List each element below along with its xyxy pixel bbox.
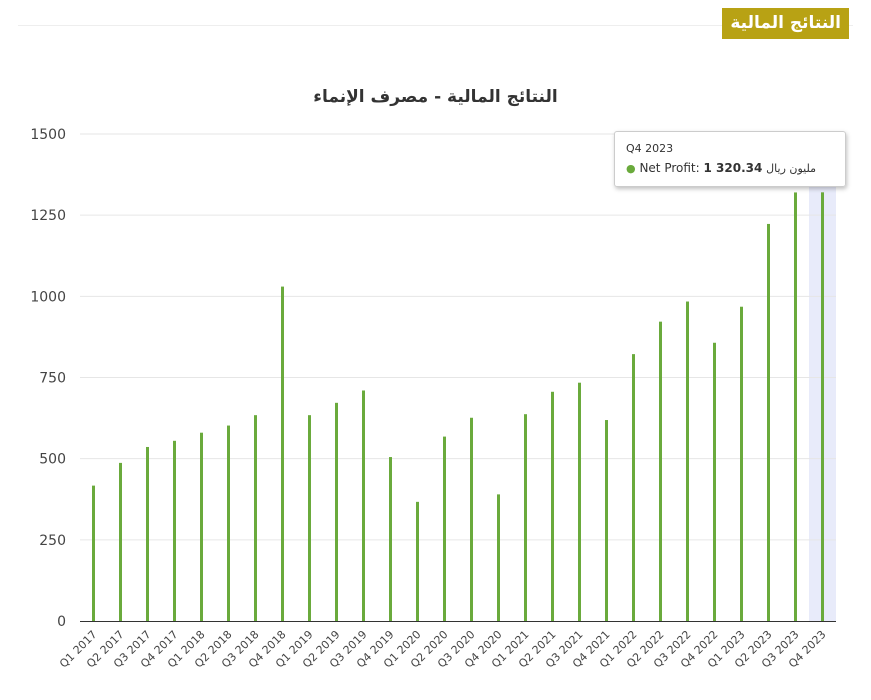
header-divider (18, 25, 853, 26)
bar[interactable] (740, 306, 743, 621)
bar[interactable] (281, 286, 284, 621)
bar[interactable] (254, 415, 257, 621)
bar[interactable] (200, 432, 203, 621)
bar[interactable] (470, 417, 473, 621)
bar[interactable] (794, 192, 797, 621)
y-tick-label: 500 (39, 452, 66, 468)
bar[interactable] (416, 501, 419, 621)
chart-tooltip: Q4 2023 ● Net Profit: 1 320.34 مليون ريا… (614, 131, 846, 187)
y-tick-label: 250 (39, 533, 66, 549)
bar[interactable] (605, 420, 608, 621)
bar[interactable] (578, 382, 581, 621)
bar[interactable] (308, 415, 311, 621)
bar[interactable] (362, 390, 365, 621)
y-tick-label: 1500 (30, 127, 66, 143)
tooltip-value: 1 320.34 (703, 161, 763, 175)
section-title-badge: النتائج المالية (722, 8, 849, 39)
bar[interactable] (443, 436, 446, 621)
bar[interactable] (227, 425, 230, 621)
bar[interactable] (659, 321, 662, 621)
bar[interactable] (524, 414, 527, 621)
y-tick-label: 750 (39, 371, 66, 387)
tooltip-series-label: Net Profit: (639, 161, 700, 175)
tooltip-category: Q4 2023 (626, 142, 674, 155)
bar[interactable] (767, 223, 770, 621)
series-dot-icon: ● (626, 162, 636, 175)
bar[interactable] (713, 342, 716, 621)
chart-title: النتائج المالية - مصرف الإنماء (313, 87, 558, 107)
bar[interactable] (389, 457, 392, 621)
tooltip-unit: مليون ريال (766, 162, 816, 175)
y-tick-label: 1000 (30, 289, 66, 305)
bar[interactable] (146, 446, 149, 621)
bar[interactable] (335, 402, 338, 621)
bar[interactable] (92, 485, 95, 621)
bar[interactable] (119, 462, 122, 621)
bar[interactable] (821, 192, 824, 621)
bar[interactable] (686, 301, 689, 621)
bar[interactable] (497, 494, 500, 621)
bar[interactable] (551, 391, 554, 621)
y-tick-label: 1250 (30, 208, 66, 224)
tooltip-series-line: ● Net Profit: 1 320.34 مليون ريال (626, 160, 834, 177)
bar[interactable] (632, 354, 635, 621)
y-tick-label: 0 (57, 614, 66, 630)
bar[interactable] (173, 440, 176, 621)
